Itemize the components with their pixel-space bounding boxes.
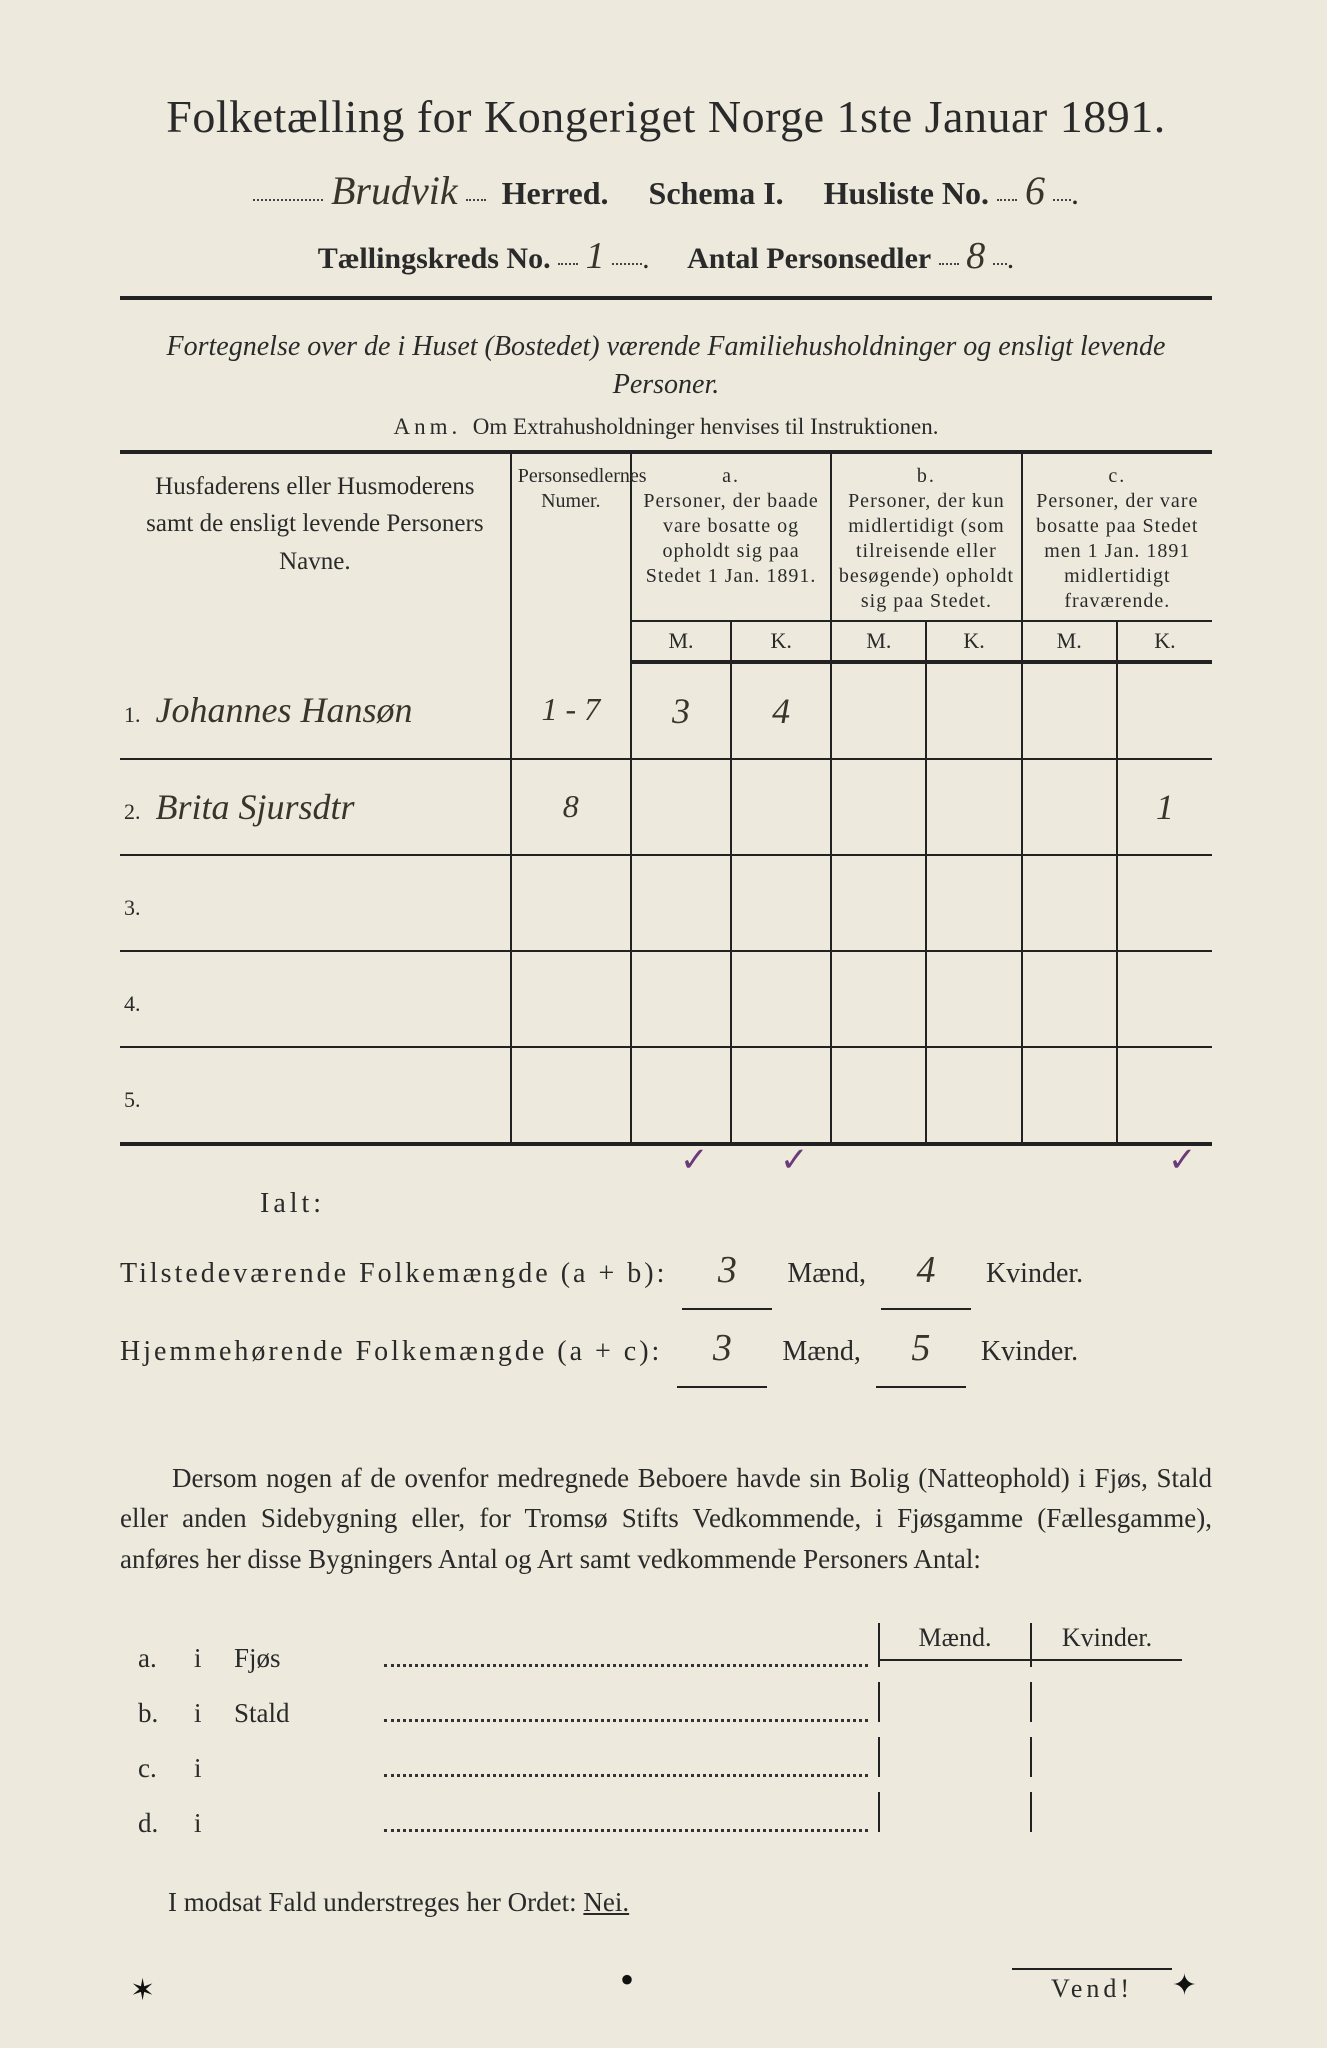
husliste-value: 6	[1025, 168, 1045, 213]
outbuilding-row: c.i	[120, 1737, 1212, 1784]
paper-mark-icon: ✶	[130, 1973, 155, 2008]
paper-blot-icon: •	[620, 1956, 634, 2003]
table-body: 1. Johannes Hansøn1 - 7342. Brita Sjursd…	[120, 662, 1212, 1144]
col-a-header: a. Personer, der baade vare bosatte og o…	[631, 453, 831, 621]
col-b-k: K.	[926, 621, 1021, 662]
kreds-value: 1	[586, 235, 605, 277]
anm-lead: Anm.	[394, 414, 462, 439]
totals-block: Ialt: Tilstedeværende Folkemængde (a + b…	[120, 1176, 1212, 1388]
totals-line-1: Tilstedeværende Folkemængde (a + b): 3 M…	[120, 1232, 1212, 1310]
col-c-k: K.	[1117, 621, 1212, 662]
census-form-page: Folketælling for Kongeriget Norge 1ste J…	[0, 0, 1327, 2048]
subtitle: Fortegnelse over de i Huset (Bostedet) v…	[120, 328, 1212, 404]
col-c-header: c. Personer, der vare bosatte paa Stedet…	[1022, 453, 1212, 621]
hjemme-m: 3	[677, 1310, 767, 1388]
anm-text: Om Extrahusholdninger henvises til Instr…	[473, 414, 939, 439]
table-row: 1. Johannes Hansøn1 - 734	[120, 662, 1212, 759]
outbuilding-paragraph: Dersom nogen af de ovenfor medregnede Be…	[120, 1458, 1212, 1580]
tilstede-k: 4	[881, 1232, 971, 1310]
ialt-label: Ialt:	[120, 1176, 1212, 1232]
outbuilding-head: Mænd. Kvinder.	[878, 1623, 1182, 1661]
paper-mark-icon: ✦	[1172, 1968, 1197, 2003]
husliste-label: Husliste No.	[824, 175, 989, 211]
table-row: 3.	[120, 855, 1212, 951]
header-line-1: Brudvik Herred. Schema I. Husliste No. 6…	[120, 167, 1212, 214]
table-row: 4.	[120, 951, 1212, 1047]
col-b-header: b. Personer, der kun midlertidigt (som t…	[831, 453, 1021, 621]
col-numer-header: Personsedlernes Numer.	[511, 453, 631, 662]
schema-label: Schema I.	[649, 175, 784, 211]
herred-label: Herred.	[502, 175, 609, 211]
col-names-header: Husfaderens eller Husmoderens samt de en…	[120, 453, 511, 662]
outbuilding-row: d.i	[120, 1792, 1212, 1839]
herred-value: Brudvik	[331, 168, 458, 213]
col-a-k: K.	[731, 621, 831, 662]
rule-divider	[120, 296, 1212, 300]
page-title: Folketælling for Kongeriget Norge 1ste J…	[120, 90, 1212, 143]
header-line-2: Tællingskreds No. 1 . Antal Personsedler…	[120, 234, 1212, 278]
ob-maend: Mænd.	[878, 1623, 1030, 1661]
nei-word: Nei.	[583, 1887, 629, 1917]
table-row: 5.	[120, 1047, 1212, 1144]
col-b-m: M.	[831, 621, 926, 662]
vend-label: Vend!	[120, 1968, 1212, 2004]
nei-line: I modsat Fald understreges her Ordet: Ne…	[120, 1887, 1212, 1918]
totals-line-2: Hjemmehørende Folkemængde (a + c): 3 Mæn…	[120, 1310, 1212, 1388]
outbuilding-row: b.iStald	[120, 1682, 1212, 1729]
tilstede-m: 3	[682, 1232, 772, 1310]
antal-label: Antal Personsedler	[687, 242, 931, 275]
kreds-label: Tællingskreds No.	[318, 242, 551, 275]
hjemme-k: 5	[876, 1310, 966, 1388]
ob-kvinder: Kvinder.	[1030, 1623, 1182, 1661]
table-row: 2. Brita Sjursdtr81	[120, 759, 1212, 855]
col-a-m: M.	[631, 621, 731, 662]
main-table: Husfaderens eller Husmoderens samt de en…	[120, 452, 1212, 1146]
col-c-m: M.	[1022, 621, 1117, 662]
outbuilding-block: Mænd. Kvinder. a.iFjøsb.iStaldc.id.i	[120, 1627, 1212, 1839]
anm-line: Anm. Om Extrahusholdninger henvises til …	[120, 414, 1212, 440]
antal-value: 8	[966, 235, 985, 277]
